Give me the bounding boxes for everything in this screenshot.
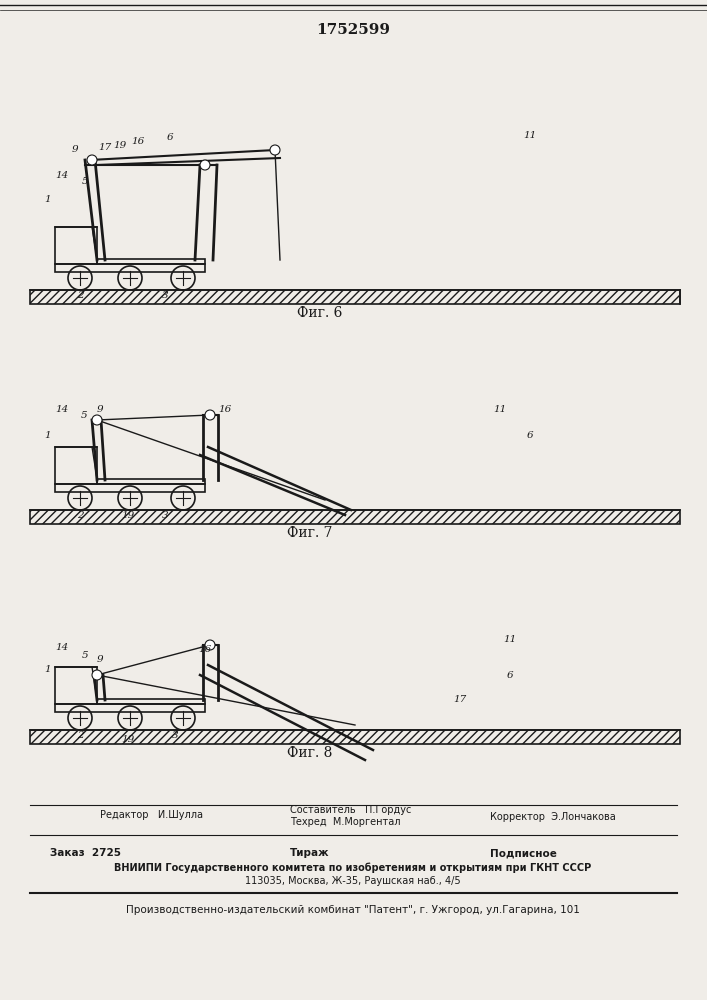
Bar: [97, 699, 205, 704]
Text: 11: 11: [523, 130, 537, 139]
Bar: [30, 730, 680, 744]
Text: 1752599: 1752599: [316, 23, 390, 37]
Text: 11: 11: [503, 636, 517, 645]
Text: Подписное: Подписное: [490, 848, 557, 858]
Circle shape: [92, 670, 102, 680]
Text: 5: 5: [81, 410, 87, 420]
Text: 5: 5: [82, 178, 88, 186]
Text: Корректор  Э.Лончакова: Корректор Э.Лончакова: [490, 812, 616, 822]
Text: 5: 5: [82, 650, 88, 660]
Text: 9: 9: [97, 656, 103, 664]
Text: 2: 2: [76, 510, 83, 520]
Bar: [97, 259, 205, 264]
Text: 9: 9: [71, 145, 78, 154]
Text: 16: 16: [199, 646, 211, 654]
Text: ВНИИПИ Государственного комитета по изобретениям и открытиям при ГКНТ СССР: ВНИИПИ Государственного комитета по изоб…: [115, 863, 592, 873]
Text: 19: 19: [122, 510, 134, 520]
Bar: [30, 510, 680, 524]
Circle shape: [200, 160, 210, 170]
Text: 1: 1: [45, 666, 52, 674]
Text: Тираж: Тираж: [290, 848, 329, 858]
Text: Редактор   И.Шулла: Редактор И.Шулла: [100, 810, 203, 820]
Text: 19: 19: [113, 140, 127, 149]
Bar: [55, 667, 97, 704]
Text: 6: 6: [167, 133, 173, 142]
Bar: [97, 479, 205, 484]
Bar: [55, 484, 205, 492]
Circle shape: [205, 640, 215, 650]
Text: Техред  М.Моргентал: Техред М.Моргентал: [290, 817, 400, 827]
Text: 6: 6: [507, 670, 513, 680]
Bar: [30, 290, 680, 304]
Text: 17: 17: [453, 696, 467, 704]
Text: 16: 16: [132, 137, 145, 146]
Text: 3: 3: [172, 730, 178, 740]
Text: 11: 11: [493, 406, 507, 414]
Text: 14: 14: [55, 644, 69, 652]
Bar: [55, 704, 205, 712]
Text: 16: 16: [218, 406, 232, 414]
Text: 1: 1: [45, 196, 52, 205]
Text: 3: 3: [162, 290, 168, 300]
Text: 2: 2: [76, 290, 83, 300]
Text: Составитель   П.Гордус: Составитель П.Гордус: [290, 805, 411, 815]
Bar: [55, 447, 97, 484]
Text: 3: 3: [162, 510, 168, 520]
Text: 113035, Москва, Ж-35, Раушская наб., 4/5: 113035, Москва, Ж-35, Раушская наб., 4/5: [245, 876, 461, 886]
Text: Производственно-издательский комбинат "Патент", г. Ужгород, ул.Гагарина, 101: Производственно-издательский комбинат "П…: [126, 905, 580, 915]
Text: 2: 2: [76, 730, 83, 740]
Text: 17: 17: [98, 142, 112, 151]
Text: Фиг. 8: Фиг. 8: [287, 746, 333, 760]
Text: 6: 6: [527, 430, 533, 440]
Circle shape: [92, 415, 102, 425]
Circle shape: [205, 410, 215, 420]
Bar: [55, 264, 205, 272]
Circle shape: [87, 155, 97, 165]
Text: 9: 9: [97, 406, 103, 414]
Bar: [55, 227, 97, 264]
Text: 1: 1: [45, 430, 52, 440]
Text: 14: 14: [55, 170, 69, 180]
Text: 14: 14: [55, 406, 69, 414]
Text: Заказ  2725: Заказ 2725: [50, 848, 121, 858]
Text: Фиг. 6: Фиг. 6: [298, 306, 343, 320]
Circle shape: [270, 145, 280, 155]
Text: Фиг. 7: Фиг. 7: [287, 526, 333, 540]
Text: 19: 19: [122, 736, 134, 744]
